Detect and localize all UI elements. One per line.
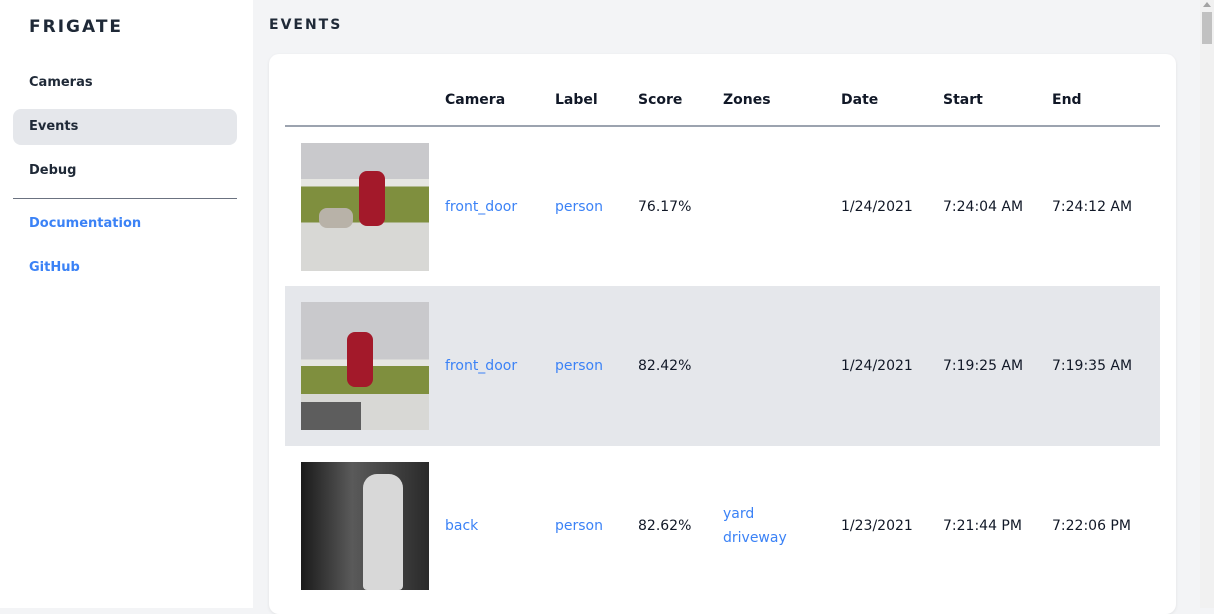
sidebar-divider [13,198,237,199]
event-label-link[interactable]: person [555,518,603,534]
sidebar: FRIGATE Cameras Events Debug Documentati… [0,0,253,608]
event-start: 7:24:04 AM [943,198,1024,215]
events-table: Camera Label Score Zones Date Start End … [285,74,1160,606]
header-end: End [1052,74,1160,127]
header-label: Label [555,74,638,127]
sidebar-link-documentation[interactable]: Documentation [29,216,142,231]
event-end: 7:24:12 AM [1052,198,1133,215]
page-title: EVENTS [269,17,343,33]
header-zones: Zones [723,74,841,127]
event-score: 82.62% [638,518,692,534]
event-camera-link[interactable]: front_door [445,286,555,446]
event-end: 7:19:35 AM [1052,286,1160,446]
event-score: 76.17% [638,198,692,215]
brand-logo[interactable]: FRIGATE [29,17,124,37]
table-row[interactable]: front_door person 76.17% 1/24/2021 7:24:… [285,126,1160,286]
event-label-link[interactable]: person [555,198,603,215]
sidebar-item-debug[interactable]: Debug [29,163,77,178]
event-thumbnail[interactable] [301,302,429,430]
header-start: Start [943,74,1052,127]
event-end: 7:22:06 PM [1052,518,1131,534]
event-thumbnail[interactable] [301,462,429,590]
header-camera: Camera [445,74,555,127]
event-label-link[interactable]: person [555,286,638,446]
event-camera-link[interactable]: front_door [445,198,518,215]
header-date: Date [841,74,943,127]
event-score: 82.42% [638,286,723,446]
scrollbar[interactable] [1200,0,1214,608]
event-thumbnail[interactable] [301,142,429,271]
sidebar-item-cameras[interactable]: Cameras [29,75,93,90]
zone-link[interactable]: yard [723,506,755,522]
table-header-row: Camera Label Score Zones Date Start End [285,74,1160,127]
header-score: Score [638,74,723,127]
scroll-up-arrow-icon[interactable] [1203,2,1211,7]
scrollbar-thumb[interactable] [1202,12,1212,44]
sidebar-item-events[interactable]: Events [13,109,237,145]
table-row[interactable]: front_door person 82.42% 1/24/2021 7:19:… [285,286,1160,446]
event-start: 7:19:25 AM [943,286,1052,446]
events-card: Camera Label Score Zones Date Start End … [269,54,1176,614]
event-zones [723,286,841,446]
event-date: 1/24/2021 [841,198,913,215]
event-start: 7:21:44 PM [943,518,1022,534]
event-camera-link[interactable]: back [445,518,479,534]
event-date: 1/24/2021 [841,286,943,446]
event-zones: yard driveway [723,446,841,606]
sidebar-link-github[interactable]: GitHub [29,260,80,275]
table-row[interactable]: back person 82.62% yard driveway 1/23/202… [285,446,1160,606]
header-thumbnail [285,74,445,127]
event-zones [723,126,841,286]
zone-link[interactable]: driveway [723,530,787,546]
event-date: 1/23/2021 [841,518,913,534]
